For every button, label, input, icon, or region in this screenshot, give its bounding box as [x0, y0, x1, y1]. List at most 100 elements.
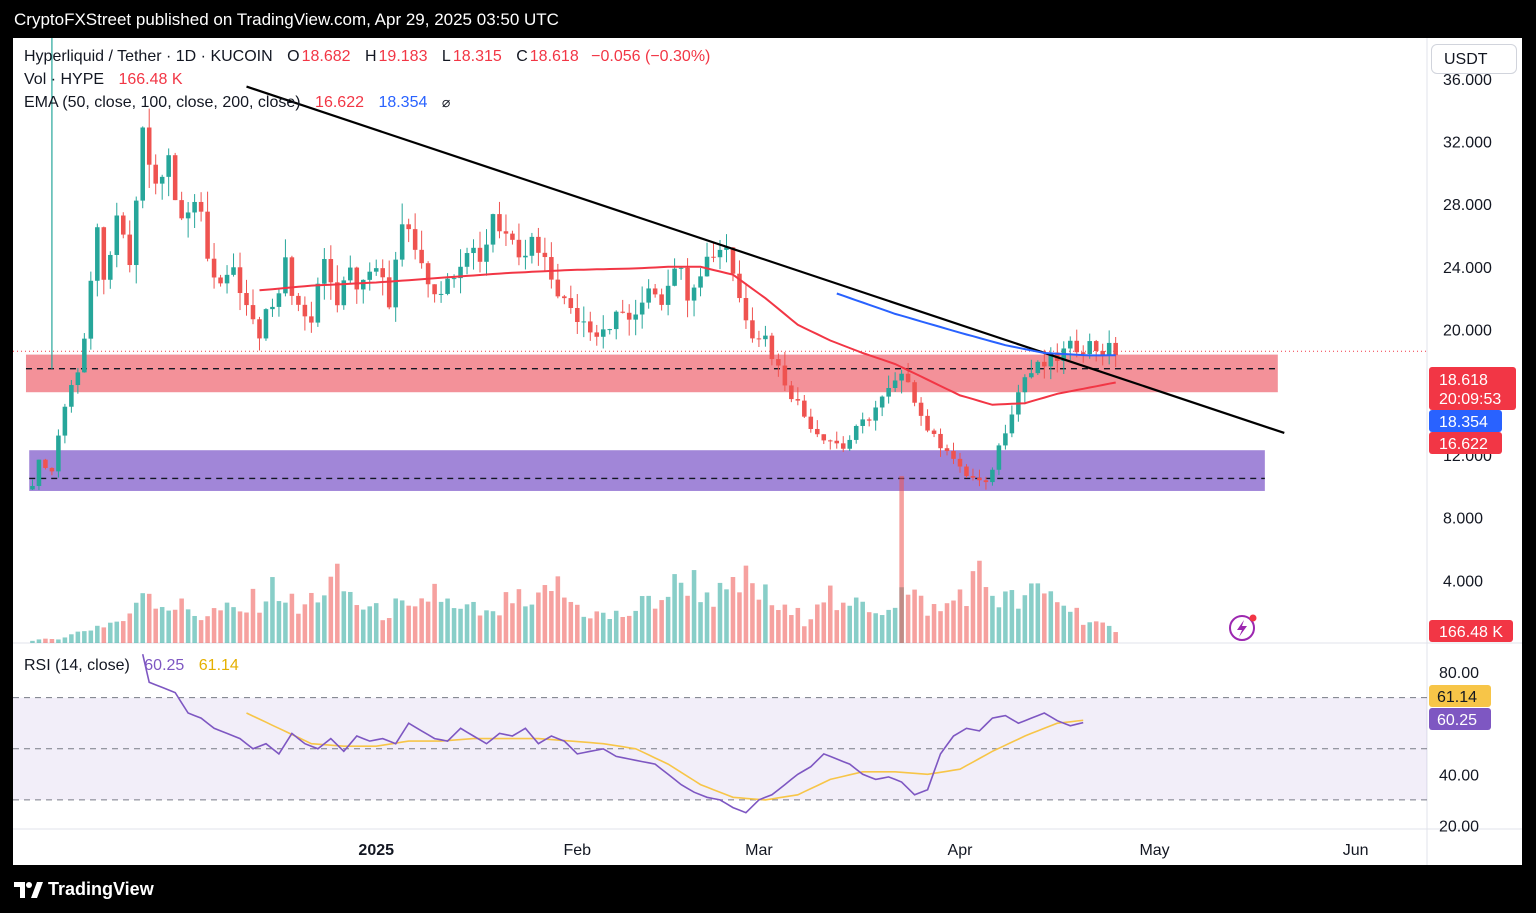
price-chart[interactable]: 36.00032.00028.00024.00020.00012.0008.00… [13, 38, 1522, 865]
volume-bar [244, 612, 249, 643]
volume-bar [425, 601, 431, 643]
volume-bar [938, 611, 943, 643]
volume-bar [43, 638, 48, 643]
volume-bar [445, 598, 450, 643]
volume-bar [756, 599, 762, 643]
time-axis-tick: Apr [948, 842, 974, 859]
candle-body [270, 306, 275, 310]
candle-body [704, 256, 710, 277]
volume-bar [763, 584, 768, 643]
volume-bar [464, 604, 470, 643]
volume-bar [386, 618, 392, 643]
volume-bar [205, 616, 210, 643]
candle-body [763, 335, 768, 340]
volume-bar [56, 639, 61, 643]
volume-bar [892, 607, 898, 643]
candle-body [549, 257, 554, 280]
lightning-icon[interactable] [1229, 614, 1257, 641]
candle-body [172, 155, 178, 201]
ema50-value: 16.622 [315, 94, 364, 111]
currency-button[interactable]: USDT [1431, 44, 1517, 74]
volume-bar [588, 618, 593, 643]
last-price-value: 18.618 [1439, 372, 1488, 389]
volume-bar [866, 612, 872, 643]
volume-bar [510, 603, 515, 643]
rsi-legend: RSI (14, close) 60.25 61.14 [24, 657, 241, 675]
candle-body [348, 267, 353, 281]
volume-bar [432, 583, 437, 643]
candle-body [840, 443, 846, 449]
volume-bar [672, 574, 677, 643]
candle-body [925, 415, 930, 431]
volume-bar [685, 595, 690, 643]
last-price-tag [1429, 367, 1516, 410]
volume-bar [1022, 595, 1028, 643]
symbol-legend: Hyperliquid / Tether · 1D · KUCOIN O 18.6… [24, 48, 712, 66]
volume-bar [335, 563, 340, 643]
volume-bar [211, 608, 217, 643]
candle-body [88, 280, 94, 339]
volume-bar [957, 589, 963, 643]
volume-bar [834, 610, 840, 643]
time-axis-tick: May [1139, 842, 1169, 859]
volume-label[interactable]: Vol · HYPE [24, 71, 105, 88]
volume-bar [1113, 632, 1118, 643]
candle-body [899, 373, 904, 381]
volume-bar [964, 606, 969, 643]
volume-bar [270, 577, 275, 643]
candle-body [626, 312, 632, 320]
candle-body [789, 385, 794, 400]
volume-bar [348, 591, 353, 643]
price-axis-tick: 20.000 [1443, 323, 1492, 340]
volume-bar [717, 582, 723, 643]
tradingview-brand[interactable]: TradingView [48, 879, 154, 899]
symbol-name[interactable]: Hyperliquid / Tether · 1D · KUCOIN [24, 48, 273, 65]
volume-bar [412, 606, 418, 643]
volume-bar [1009, 590, 1015, 643]
candle-body [503, 231, 509, 234]
volume-bar [1074, 607, 1080, 643]
rsi-ma-tag-value: 61.14 [1437, 689, 1477, 706]
candle-body [970, 476, 976, 478]
candle-body [944, 448, 950, 452]
support-zone [29, 450, 1265, 491]
candle-body [1035, 361, 1041, 374]
volume-bar [555, 576, 561, 643]
tradingview-logo-icon[interactable] [14, 881, 44, 898]
chart-container[interactable]: 36.000 32.000 28.000 24.000 20.000 12.000 8.00… [13, 38, 1522, 865]
volume-bar [257, 612, 262, 643]
ema-label[interactable]: EMA (50, close, 100, close, 200, close) [24, 94, 301, 111]
volume-bar [309, 592, 314, 643]
volume-bar [484, 610, 489, 643]
volume-bar [328, 576, 334, 643]
time-axis-tick: Jun [1343, 842, 1369, 859]
close-value: 18.618 [529, 48, 579, 65]
volume-bar [646, 595, 651, 643]
candle-body [231, 267, 236, 275]
rsi-label[interactable]: RSI (14, close) [24, 657, 130, 674]
candle-body [471, 247, 476, 254]
candle-body [75, 372, 81, 386]
candle-body [95, 227, 100, 281]
candle-body [1042, 361, 1047, 367]
time-axis-tick: Mar [745, 842, 773, 859]
candle-body [283, 257, 288, 294]
volume-bar [607, 619, 613, 643]
candle-body [484, 244, 489, 262]
bar-countdown: 20:09:53 [1439, 391, 1501, 408]
rsi-tag [1429, 708, 1491, 730]
ema100-tag-value: 18.354 [1439, 414, 1488, 431]
volume-bar [925, 615, 930, 643]
candle-body [737, 273, 742, 299]
volume-bar [789, 615, 794, 643]
candle-body [309, 316, 314, 323]
candle-body [802, 400, 807, 417]
candle-body [477, 247, 483, 262]
close-label: C [516, 48, 528, 65]
candle-body [406, 224, 411, 230]
candle-body [633, 314, 638, 320]
ema100-value: 18.354 [378, 94, 428, 111]
volume-bar [575, 604, 580, 643]
candle-body [108, 254, 113, 280]
price-axis-tick: 36.000 [1443, 72, 1492, 89]
